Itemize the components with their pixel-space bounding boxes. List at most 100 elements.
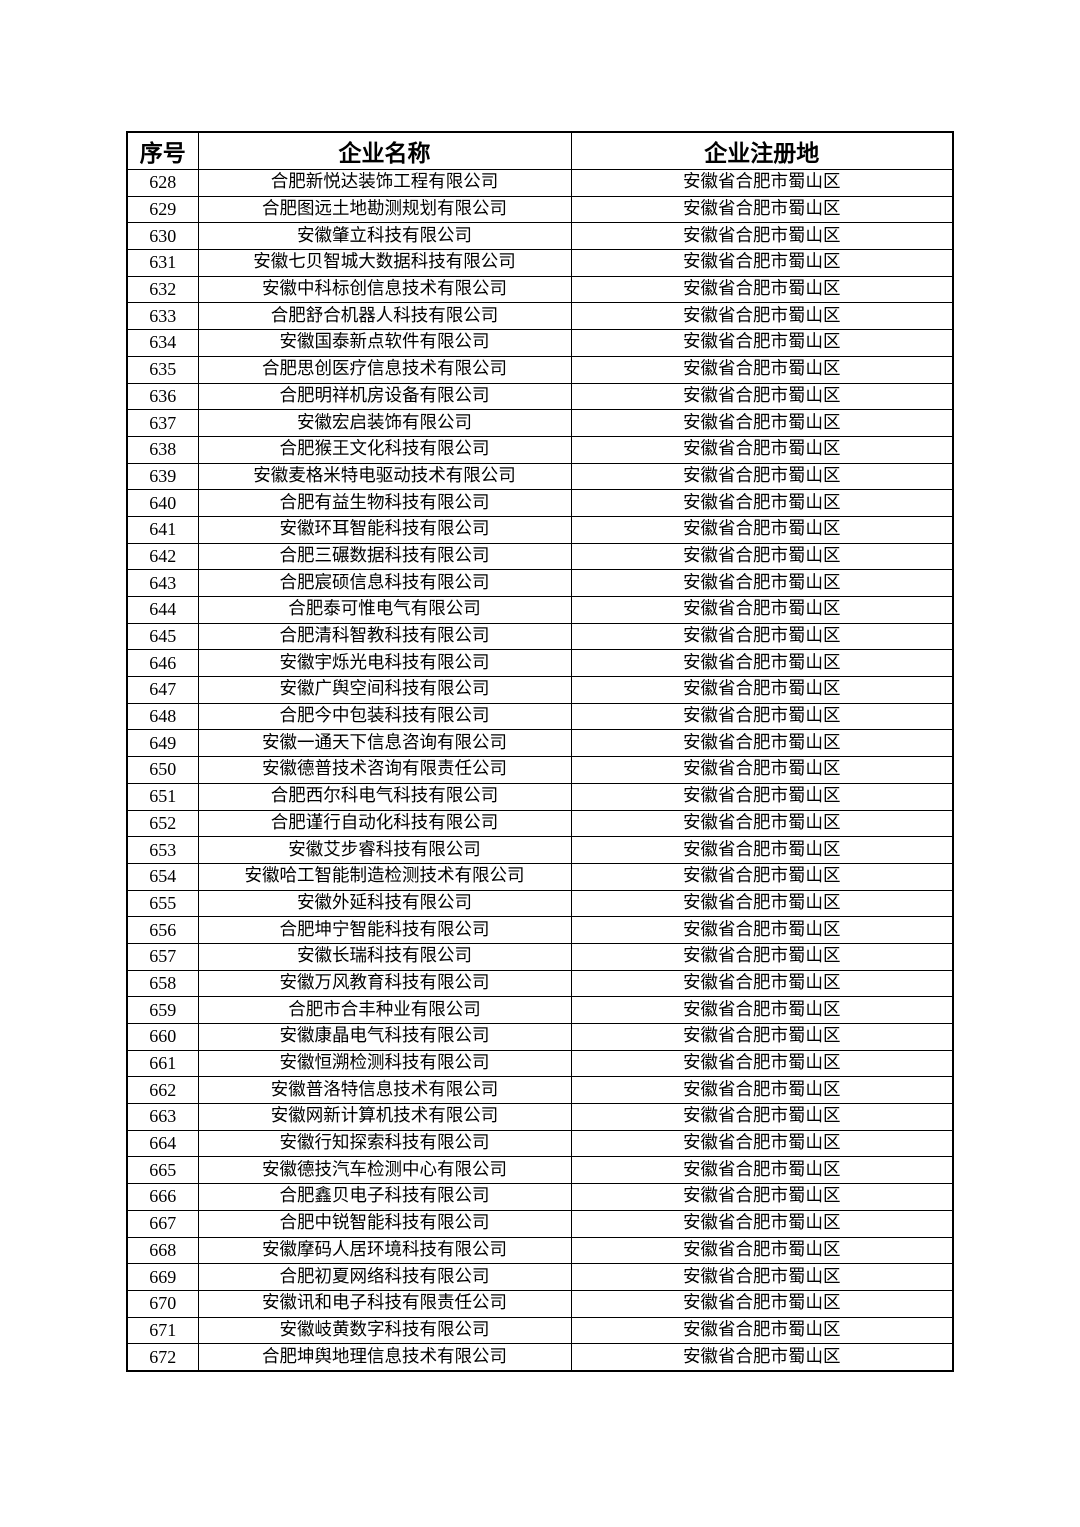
company-name-cell: 安徽岐黄数字科技有限公司 (197, 1316, 572, 1345)
company-name-cell: 安徽肇立科技有限公司 (197, 222, 572, 251)
table-row: 651 合肥西尔科电气科技有限公司 安徽省合肥市蜀山区 (126, 782, 954, 811)
company-name-cell: 合肥思创医疗信息技术有限公司 (197, 355, 572, 384)
table-row: 629 合肥图远土地勘测规划有限公司 安徽省合肥市蜀山区 (126, 195, 954, 224)
table-row: 646 安徽宇烁光电科技有限公司 安徽省合肥市蜀山区 (126, 649, 954, 678)
registered-location-cell: 安徽省合肥市蜀山区 (570, 1049, 954, 1078)
table-row: 654 安徽哈工智能制造检测技术有限公司 安徽省合肥市蜀山区 (126, 862, 954, 891)
serial-number-cell: 642 (126, 542, 199, 571)
registered-location-cell: 安徽省合肥市蜀山区 (570, 1129, 954, 1158)
registered-location-cell: 安徽省合肥市蜀山区 (570, 355, 954, 384)
header-registered-location: 企业注册地 (570, 131, 954, 170)
table-row: 632 安徽中科标创信息技术有限公司 安徽省合肥市蜀山区 (126, 275, 954, 304)
company-name-cell: 合肥明祥机房设备有限公司 (197, 382, 572, 411)
company-name-cell: 合肥鑫贝电子科技有限公司 (197, 1183, 572, 1211)
serial-number-cell: 650 (126, 756, 199, 784)
company-name-cell: 合肥坤舆地理信息技术有限公司 (197, 1343, 572, 1372)
registered-location-cell: 安徽省合肥市蜀山区 (570, 329, 954, 357)
table-row: 640 合肥有益生物科技有限公司 安徽省合肥市蜀山区 (126, 489, 954, 517)
company-name-cell: 合肥谨行自动化科技有限公司 (197, 809, 572, 838)
serial-number-cell: 630 (126, 222, 199, 251)
company-name-cell: 安徽七贝智城大数据科技有限公司 (197, 249, 572, 277)
serial-number-cell: 659 (126, 996, 199, 1024)
table-row: 658 安徽万风教育科技有限公司 安徽省合肥市蜀山区 (126, 969, 954, 998)
registered-location-cell: 安徽省合肥市蜀山区 (570, 729, 954, 758)
serial-number-cell: 636 (126, 382, 199, 411)
serial-number-cell: 665 (126, 1156, 199, 1185)
company-name-cell: 安徽网新计算机技术有限公司 (197, 1103, 572, 1131)
serial-number-cell: 639 (126, 462, 199, 491)
company-name-cell: 合肥新悦达装饰工程有限公司 (197, 169, 572, 197)
company-name-cell: 安徽普洛特信息技术有限公司 (197, 1076, 572, 1105)
serial-number-cell: 633 (126, 302, 199, 331)
table-row: 642 合肥三碾数据科技有限公司 安徽省合肥市蜀山区 (126, 542, 954, 571)
company-name-cell: 安徽国泰新点软件有限公司 (197, 329, 572, 357)
company-name-cell: 合肥今中包装科技有限公司 (197, 702, 572, 731)
table-row: 649 安徽一通天下信息咨询有限公司 安徽省合肥市蜀山区 (126, 729, 954, 758)
company-name-cell: 安徽一通天下信息咨询有限公司 (197, 729, 572, 758)
registered-location-cell: 安徽省合肥市蜀山区 (570, 222, 954, 251)
company-name-cell: 安徽德技汽车检测中心有限公司 (197, 1156, 572, 1185)
table-row: 655 安徽外延科技有限公司 安徽省合肥市蜀山区 (126, 889, 954, 918)
serial-number-cell: 658 (126, 969, 199, 998)
table-row: 663 安徽网新计算机技术有限公司 安徽省合肥市蜀山区 (126, 1103, 954, 1131)
registered-location-cell: 安徽省合肥市蜀山区 (570, 275, 954, 304)
registered-location-cell: 安徽省合肥市蜀山区 (570, 195, 954, 224)
serial-number-cell: 643 (126, 569, 199, 597)
table-row: 628 合肥新悦达装饰工程有限公司 安徽省合肥市蜀山区 (126, 169, 954, 197)
registered-location-cell: 安徽省合肥市蜀山区 (570, 302, 954, 331)
company-name-cell: 安徽宏启装饰有限公司 (197, 409, 572, 437)
company-name-cell: 安徽恒溯检测科技有限公司 (197, 1049, 572, 1078)
serial-number-cell: 641 (126, 515, 199, 544)
company-name-cell: 安徽康晶电气科技有限公司 (197, 1023, 572, 1051)
table-header-row: 序号 企业名称 企业注册地 (126, 131, 954, 170)
registered-location-cell: 安徽省合肥市蜀山区 (570, 676, 954, 704)
serial-number-cell: 635 (126, 355, 199, 384)
serial-number-cell: 669 (126, 1263, 199, 1291)
registered-location-cell: 安徽省合肥市蜀山区 (570, 996, 954, 1024)
registered-location-cell: 安徽省合肥市蜀山区 (570, 702, 954, 731)
table-row: 635 合肥思创医疗信息技术有限公司 安徽省合肥市蜀山区 (126, 355, 954, 384)
registered-location-cell: 安徽省合肥市蜀山区 (570, 916, 954, 944)
table-row: 636 合肥明祥机房设备有限公司 安徽省合肥市蜀山区 (126, 382, 954, 411)
table-row: 659 合肥市合丰种业有限公司 安徽省合肥市蜀山区 (126, 996, 954, 1024)
table-row: 634 安徽国泰新点软件有限公司 安徽省合肥市蜀山区 (126, 329, 954, 357)
table-row: 641 安徽环耳智能科技有限公司 安徽省合肥市蜀山区 (126, 515, 954, 544)
registered-location-cell: 安徽省合肥市蜀山区 (570, 169, 954, 197)
registered-location-cell: 安徽省合肥市蜀山区 (570, 969, 954, 998)
table-row: 672 合肥坤舆地理信息技术有限公司 安徽省合肥市蜀山区 (126, 1343, 954, 1372)
serial-number-cell: 649 (126, 729, 199, 758)
company-name-cell: 合肥清科智教科技有限公司 (197, 622, 572, 651)
company-name-cell: 安徽哈工智能制造检测技术有限公司 (197, 862, 572, 891)
table-row: 648 合肥今中包装科技有限公司 安徽省合肥市蜀山区 (126, 702, 954, 731)
table-row: 630 安徽肇立科技有限公司 安徽省合肥市蜀山区 (126, 222, 954, 251)
serial-number-cell: 654 (126, 862, 199, 891)
company-name-cell: 合肥市合丰种业有限公司 (197, 996, 572, 1024)
company-name-cell: 合肥宸硕信息科技有限公司 (197, 569, 572, 597)
serial-number-cell: 629 (126, 195, 199, 224)
company-name-cell: 合肥三碾数据科技有限公司 (197, 542, 572, 571)
serial-number-cell: 638 (126, 435, 199, 464)
table-row: 639 安徽麦格米特电驱动技术有限公司 安徽省合肥市蜀山区 (126, 462, 954, 491)
header-serial-number: 序号 (126, 131, 199, 170)
company-name-cell: 安徽艾步睿科技有限公司 (197, 836, 572, 864)
registered-location-cell: 安徽省合肥市蜀山区 (570, 1263, 954, 1291)
registered-location-cell: 安徽省合肥市蜀山区 (570, 622, 954, 651)
table-row: 643 合肥宸硕信息科技有限公司 安徽省合肥市蜀山区 (126, 569, 954, 597)
table-row: 661 安徽恒溯检测科技有限公司 安徽省合肥市蜀山区 (126, 1049, 954, 1078)
serial-number-cell: 644 (126, 596, 199, 624)
serial-number-cell: 637 (126, 409, 199, 437)
registered-location-cell: 安徽省合肥市蜀山区 (570, 1103, 954, 1131)
serial-number-cell: 663 (126, 1103, 199, 1131)
enterprise-table: 序号 企业名称 企业注册地 628 合肥新悦达装饰工程有限公司 安徽省合肥市蜀山区 6… (126, 131, 954, 1372)
serial-number-cell: 671 (126, 1316, 199, 1345)
company-name-cell: 合肥有益生物科技有限公司 (197, 489, 572, 517)
registered-location-cell: 安徽省合肥市蜀山区 (570, 1183, 954, 1211)
serial-number-cell: 666 (126, 1183, 199, 1211)
table-row: 631 安徽七贝智城大数据科技有限公司 安徽省合肥市蜀山区 (126, 249, 954, 277)
registered-location-cell: 安徽省合肥市蜀山区 (570, 1316, 954, 1345)
table-row: 652 合肥谨行自动化科技有限公司 安徽省合肥市蜀山区 (126, 809, 954, 838)
company-name-cell: 合肥舒合机器人科技有限公司 (197, 302, 572, 331)
serial-number-cell: 656 (126, 916, 199, 944)
registered-location-cell: 安徽省合肥市蜀山区 (570, 249, 954, 277)
serial-number-cell: 657 (126, 942, 199, 971)
